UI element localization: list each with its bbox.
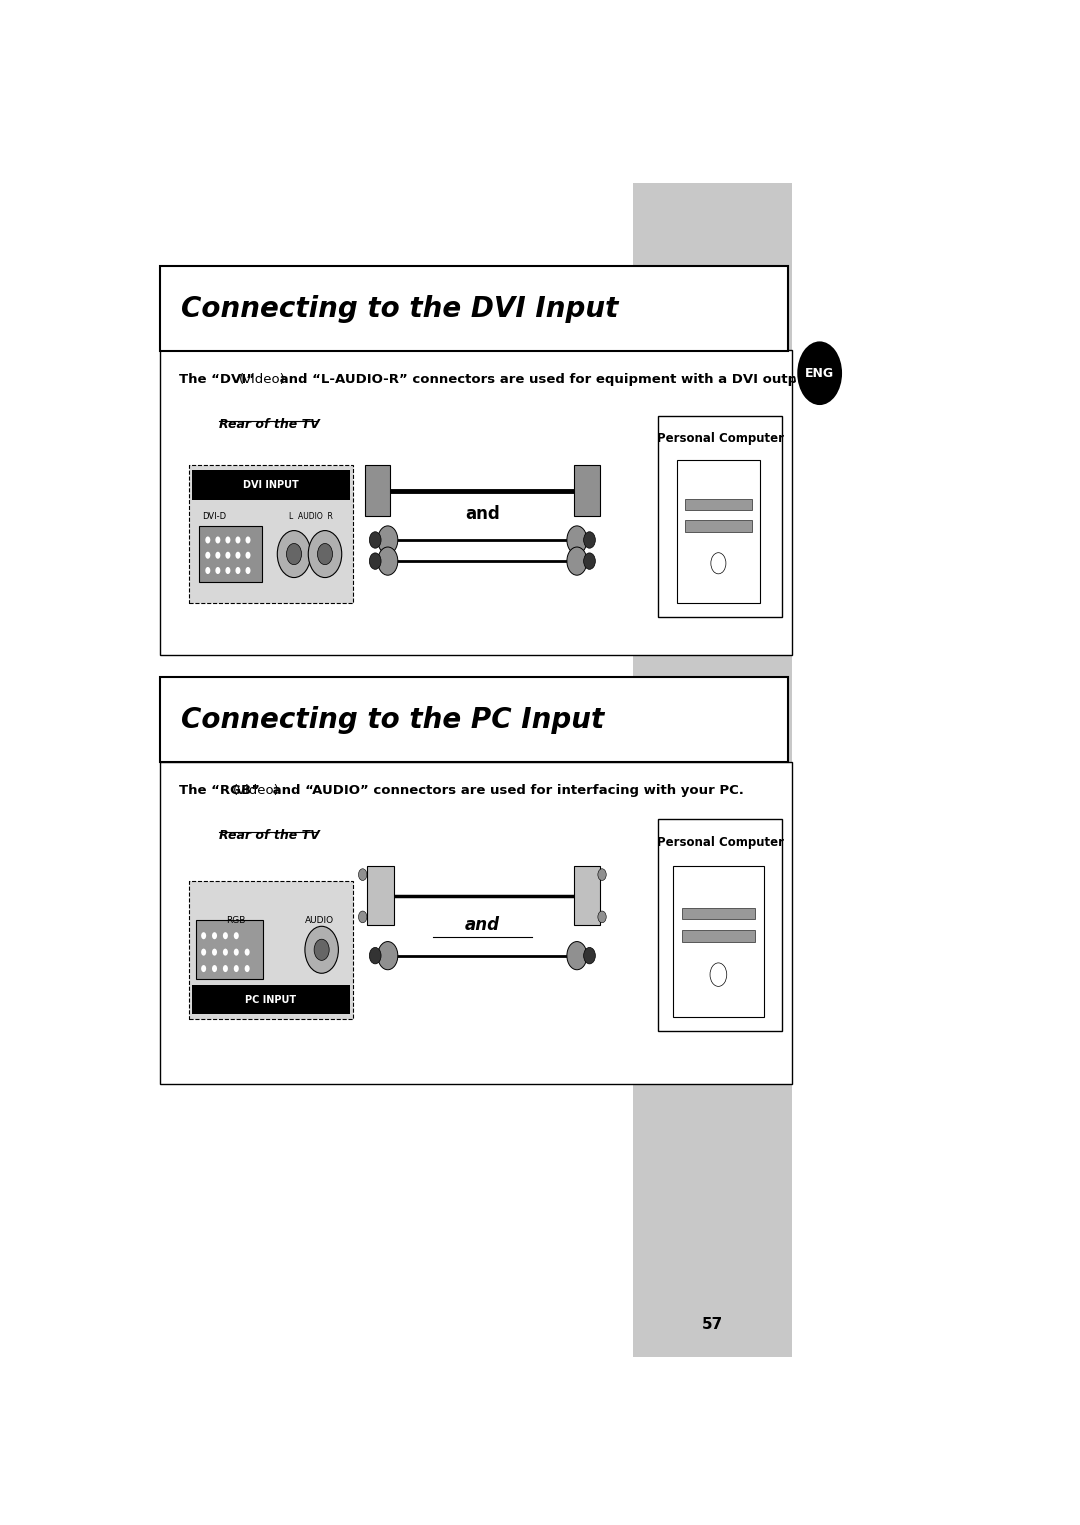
Circle shape	[245, 949, 249, 956]
Text: DVI INPUT: DVI INPUT	[243, 480, 299, 490]
Text: RGB: RGB	[226, 915, 245, 924]
Text: and: and	[464, 917, 500, 935]
Circle shape	[205, 552, 211, 558]
Circle shape	[710, 962, 727, 987]
Circle shape	[235, 537, 241, 543]
Text: and “AUDIO” connectors are used for interfacing with your PC.: and “AUDIO” connectors are used for inte…	[268, 784, 744, 798]
Circle shape	[245, 537, 251, 543]
Circle shape	[318, 543, 333, 564]
Text: L  AUDIO  R: L AUDIO R	[288, 512, 333, 522]
Circle shape	[212, 932, 217, 939]
Bar	[365, 465, 390, 517]
Bar	[189, 465, 352, 604]
Text: ENG: ENG	[805, 366, 834, 380]
Circle shape	[205, 537, 211, 543]
Circle shape	[583, 947, 595, 964]
Bar	[189, 880, 352, 1019]
Circle shape	[201, 965, 206, 971]
Bar	[367, 866, 393, 926]
Circle shape	[359, 910, 367, 923]
Circle shape	[212, 949, 217, 956]
Text: Connecting to the PC Input: Connecting to the PC Input	[181, 706, 605, 734]
Circle shape	[369, 532, 381, 547]
Text: Personal Computer: Personal Computer	[657, 433, 784, 445]
Circle shape	[583, 532, 595, 547]
Circle shape	[245, 552, 251, 558]
Circle shape	[796, 340, 843, 406]
Text: and “L-AUDIO-R” connectors are used for equipment with a DVI output.: and “L-AUDIO-R” connectors are used for …	[274, 374, 818, 386]
Circle shape	[222, 949, 228, 956]
Circle shape	[378, 547, 397, 575]
Bar	[192, 985, 350, 1014]
Bar	[160, 267, 788, 351]
Circle shape	[378, 941, 397, 970]
Text: (video): (video)	[239, 374, 285, 386]
Bar	[685, 520, 752, 532]
Bar	[200, 526, 262, 583]
Circle shape	[567, 526, 588, 554]
Circle shape	[308, 531, 341, 578]
Text: Connecting to the DVI Input: Connecting to the DVI Input	[181, 294, 619, 323]
Bar	[681, 930, 755, 941]
Circle shape	[233, 949, 239, 956]
Text: PC INPUT: PC INPUT	[245, 996, 297, 1005]
Circle shape	[378, 526, 397, 554]
Circle shape	[235, 567, 241, 573]
Circle shape	[226, 537, 230, 543]
Bar	[192, 470, 350, 500]
Circle shape	[369, 554, 381, 569]
Text: DVI-D: DVI-D	[202, 512, 227, 522]
Circle shape	[245, 965, 249, 971]
Bar	[685, 499, 752, 511]
Circle shape	[215, 552, 220, 558]
Circle shape	[369, 947, 381, 964]
Circle shape	[567, 547, 588, 575]
Bar	[658, 415, 782, 618]
Circle shape	[583, 554, 595, 569]
Text: Rear of the TV: Rear of the TV	[218, 830, 320, 842]
Circle shape	[233, 932, 239, 939]
Text: Personal Computer: Personal Computer	[657, 836, 784, 849]
Circle shape	[205, 567, 211, 573]
Circle shape	[222, 965, 228, 971]
Circle shape	[226, 552, 230, 558]
Bar	[681, 907, 755, 920]
Bar	[197, 921, 264, 979]
Circle shape	[215, 537, 220, 543]
Bar	[160, 677, 788, 762]
Circle shape	[233, 965, 239, 971]
Text: and: and	[465, 505, 500, 523]
Circle shape	[286, 543, 301, 564]
Bar	[573, 866, 600, 926]
Circle shape	[201, 932, 206, 939]
Circle shape	[245, 567, 251, 573]
Bar	[160, 762, 792, 1084]
Circle shape	[711, 552, 726, 573]
Circle shape	[226, 567, 230, 573]
Circle shape	[235, 552, 241, 558]
Circle shape	[598, 869, 606, 880]
Bar	[676, 461, 760, 604]
Text: 57: 57	[702, 1318, 724, 1331]
Circle shape	[222, 932, 228, 939]
Bar	[673, 866, 764, 1017]
Circle shape	[212, 965, 217, 971]
Text: AUDIO: AUDIO	[305, 915, 334, 924]
Bar	[160, 349, 792, 656]
Circle shape	[359, 869, 367, 880]
Text: Rear of the TV: Rear of the TV	[218, 418, 320, 432]
Circle shape	[305, 926, 338, 973]
Bar	[658, 819, 782, 1031]
Text: The “DVI”: The “DVI”	[178, 374, 259, 386]
Circle shape	[567, 941, 588, 970]
Circle shape	[598, 910, 606, 923]
Circle shape	[314, 939, 329, 961]
Circle shape	[215, 567, 220, 573]
Text: (video): (video)	[233, 784, 280, 798]
Bar	[575, 465, 599, 517]
Text: The “RGB”: The “RGB”	[178, 784, 264, 798]
Circle shape	[201, 949, 206, 956]
Bar	[633, 183, 792, 1357]
Circle shape	[278, 531, 311, 578]
